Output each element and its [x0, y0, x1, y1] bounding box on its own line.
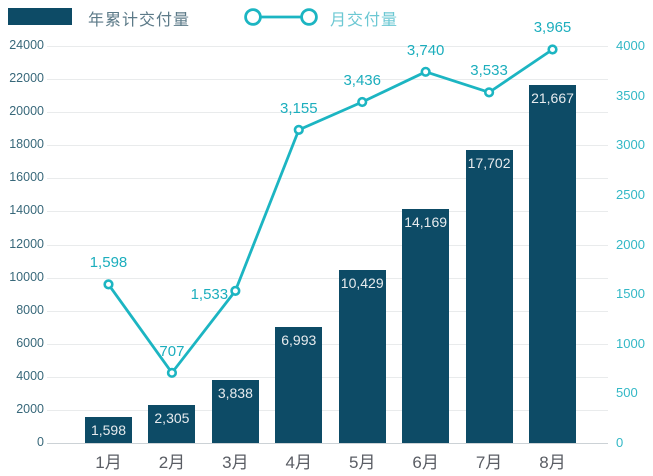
grid-line [47, 244, 608, 246]
legend-line-marker [300, 8, 318, 26]
y-axis-tick-right: 1000 [616, 335, 645, 351]
grid-line [47, 277, 608, 279]
y-axis-tick-left: 6000 [16, 335, 44, 350]
y-axis-tick-right: 4000 [616, 38, 645, 53]
y-axis-tick-left: 2000 [16, 401, 44, 416]
x-axis-tick: 8月 [539, 453, 566, 472]
grid-line [47, 409, 608, 411]
y-axis-tick-right: 500 [616, 385, 638, 401]
bar [148, 404, 196, 443]
y-axis-tick-left: 22000 [9, 71, 44, 86]
line-point-marker [483, 87, 495, 98]
grid-line [47, 310, 608, 312]
y-axis-tick-left: 0 [37, 435, 44, 449]
y-axis-tick-left: 4000 [16, 368, 44, 383]
line-point-marker [420, 66, 431, 77]
y-axis-tick-left: 20000 [9, 104, 44, 119]
bar-value-label: 3,838 [217, 384, 253, 401]
grid-line [47, 79, 608, 81]
y-axis-tick-right: 2500 [616, 186, 645, 202]
grid-line [47, 443, 608, 444]
y-axis-tick-right: 1500 [616, 286, 645, 302]
bar-value-label: 14,169 [404, 213, 448, 230]
bar [402, 208, 450, 443]
line-value-label: 3,965 [533, 19, 572, 37]
line-value-label: 3,155 [280, 99, 318, 117]
x-axis-tick: 3月 [222, 453, 249, 472]
line-point-marker [293, 124, 304, 135]
line-point-marker [103, 279, 114, 290]
grid-line [47, 178, 608, 180]
line-value-label: 3,436 [343, 71, 381, 89]
y-axis-tick-left: 10000 [9, 269, 44, 284]
grid-line [47, 145, 608, 147]
x-axis-tick: 1月 [95, 453, 122, 472]
line-legend-symbol [244, 8, 318, 26]
legend-label-monthly-deliveries: 月交付量 [330, 12, 399, 29]
line-value-label: 1,533 [190, 285, 229, 303]
grid-line [47, 343, 608, 345]
y-axis-tick-left: 8000 [16, 302, 44, 317]
legend: 年累计交付量 月交付量 [0, 0, 653, 34]
y-axis-tick-right: 3000 [616, 137, 645, 153]
x-axis-tick: 4月 [285, 453, 313, 472]
line-point-marker [357, 96, 368, 108]
bar [85, 416, 132, 443]
x-axis-tick: 5月 [348, 453, 376, 472]
bar-legend-swatch [8, 8, 72, 25]
line-value-label: 3,740 [406, 41, 445, 59]
y-axis-tick-right: 2000 [616, 236, 645, 252]
bar [338, 270, 386, 443]
bar-value-label: 2,305 [154, 409, 190, 426]
line-point-marker [230, 285, 241, 296]
bar-value-label: 17,702 [467, 155, 511, 172]
grid-line [47, 112, 608, 114]
y-axis-tick-left: 14000 [9, 203, 44, 218]
grid-line [47, 46, 608, 47]
line-value-label: 707 [159, 342, 185, 360]
y-axis-tick-left: 18000 [9, 137, 44, 152]
x-axis-tick: 6月 [412, 453, 439, 472]
legend-label-cumulative-deliveries: 年累计交付量 [88, 12, 191, 29]
y-axis-tick-left: 24000 [9, 38, 44, 52]
legend-line-marker [244, 8, 262, 26]
line-point-marker [166, 367, 178, 378]
y-axis-tick-left: 12000 [9, 236, 44, 251]
grid-line [47, 376, 608, 378]
bar [211, 379, 259, 443]
line-point-marker [547, 44, 558, 55]
line-value-label: 1,598 [89, 254, 128, 272]
bar-value-label: 21,667 [531, 89, 574, 106]
bar-value-label: 1,598 [90, 421, 127, 438]
y-axis-tick-right: 3500 [616, 87, 645, 103]
bar-value-label: 6,993 [281, 332, 317, 349]
bar-value-label: 10,429 [340, 275, 384, 292]
x-axis-tick: 2月 [158, 453, 186, 472]
y-axis-tick-left: 16000 [9, 170, 44, 185]
line-path [107, 48, 554, 375]
bar [275, 327, 323, 443]
x-axis-tick: 7月 [475, 453, 503, 472]
bar [465, 150, 513, 443]
line-value-label: 3,533 [470, 62, 508, 80]
y-axis-tick-right: 0 [616, 435, 624, 450]
bar [529, 84, 576, 443]
grid-line [47, 211, 608, 213]
